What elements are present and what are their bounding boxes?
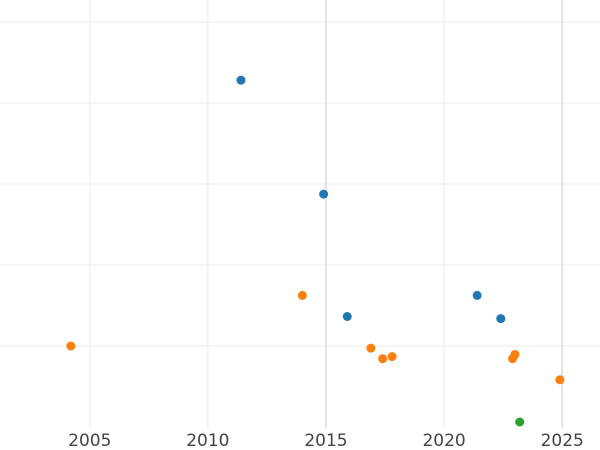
x-tick-label-2025: 2025 bbox=[541, 431, 584, 450]
data-point-s0-0 bbox=[236, 75, 246, 85]
data-point-s0-1 bbox=[319, 189, 329, 199]
data-point-s0-4 bbox=[496, 314, 506, 324]
data-point-s1-1 bbox=[297, 290, 307, 300]
x-tick-label-2010: 2010 bbox=[186, 431, 229, 450]
data-point-s1-0 bbox=[66, 341, 76, 351]
data-point-s1-4 bbox=[387, 352, 397, 362]
data-point-s1-7 bbox=[555, 375, 565, 385]
data-point-s0-2 bbox=[342, 312, 352, 321]
data-point-s1-6 bbox=[510, 349, 520, 359]
grid-layer bbox=[0, 0, 600, 428]
data-point-s1-2 bbox=[366, 343, 376, 353]
x-tick-label-2005: 2005 bbox=[68, 431, 111, 450]
axis-layer: 2005 2010 2015 2020 2025 bbox=[68, 431, 584, 450]
points-layer bbox=[66, 75, 565, 427]
data-point-s2-0 bbox=[515, 417, 525, 427]
x-tick-label-2020: 2020 bbox=[422, 431, 465, 450]
data-point-s0-3 bbox=[472, 290, 482, 300]
x-tick-label-2015: 2015 bbox=[304, 431, 347, 450]
data-point-s1-3 bbox=[378, 354, 388, 364]
